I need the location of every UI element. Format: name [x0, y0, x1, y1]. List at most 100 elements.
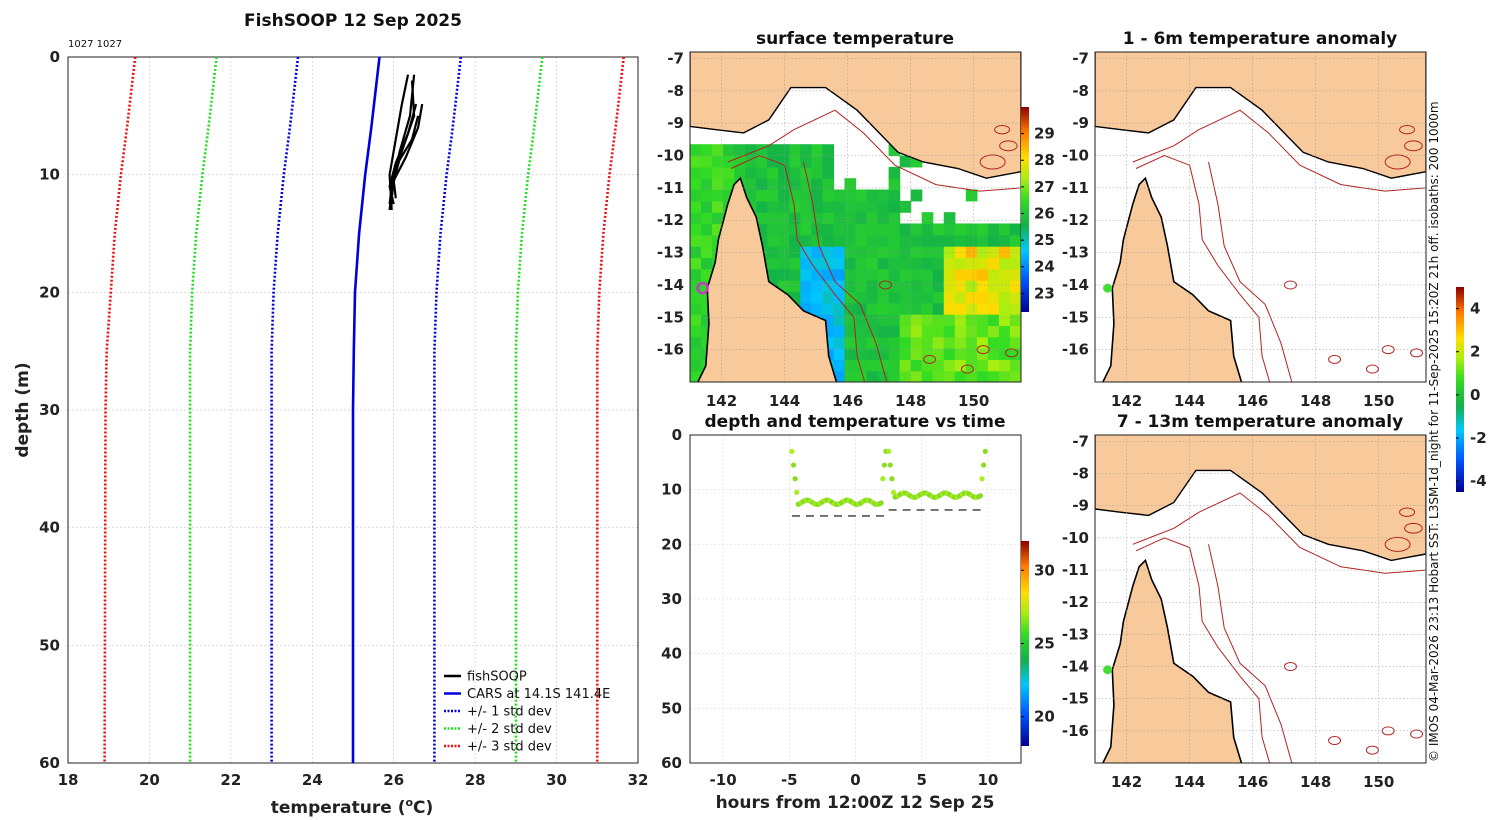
a1-isobath-2 [1208, 161, 1293, 382]
sst-cell [866, 200, 879, 213]
a1-xtick-150: 150 [1363, 392, 1394, 410]
sst-cell [899, 291, 912, 304]
sst-cell [701, 166, 713, 179]
sst-cell [844, 280, 857, 293]
series-line-2-upper [433, 56, 463, 763]
sst-xtick-146: 146 [832, 392, 863, 410]
sst-cell [866, 291, 879, 304]
sst-cell [789, 166, 801, 179]
sst-cell [701, 291, 713, 304]
dt-point [789, 448, 795, 454]
sst-cell [943, 336, 956, 349]
sst-xtick-142: 142 [706, 392, 737, 410]
sst-cell [976, 359, 989, 372]
sst-cell [811, 246, 823, 259]
sst-cell [877, 257, 890, 270]
sst-cell [976, 223, 989, 236]
sst-cell [1009, 348, 1021, 360]
a1-reef2-4 [1410, 348, 1424, 358]
sst-cell [811, 291, 823, 304]
sst-cell [888, 336, 901, 349]
sst-cell [855, 291, 868, 304]
sst-cell [888, 166, 901, 179]
sst-cell [921, 359, 934, 372]
an-cb-label--4: -4 [1470, 472, 1487, 490]
sst-cell [690, 314, 702, 326]
sst-cell [899, 223, 912, 236]
sst-cell [701, 200, 713, 213]
dt-point [977, 493, 983, 499]
sst-cell [943, 234, 956, 247]
sst-cell [778, 223, 790, 236]
sst-cell [690, 257, 702, 270]
sst-cell [844, 178, 857, 191]
sst-reef-0 [979, 154, 1006, 170]
sst-cell [888, 370, 901, 382]
a1-xtick-142: 142 [1111, 392, 1142, 410]
sst-cell [987, 302, 1000, 315]
sst-cell [855, 189, 868, 202]
sst-cell [866, 268, 879, 281]
sst-cell [756, 212, 768, 225]
sst-cell [690, 291, 702, 304]
sst-cell [855, 336, 868, 349]
sst-cell [943, 314, 956, 326]
a2-xtick-142: 142 [1111, 773, 1142, 791]
sst-cell [701, 302, 713, 315]
sst-cell [789, 246, 801, 259]
sst-cell [723, 178, 735, 191]
sst-cell [778, 155, 790, 168]
sst-cell [987, 370, 1000, 382]
sst-cell [789, 189, 801, 202]
sst-cell [690, 189, 702, 202]
anomaly-1-6m-ticks: 142 144 146 148 150 -7 -8 -9 -10 -11 -12 -13 -14 -15 -… [1062, 49, 1394, 410]
sst-cell [844, 370, 857, 382]
sst-cell [800, 155, 812, 168]
sst-cell [833, 189, 846, 202]
sst-cell [899, 268, 912, 281]
sst-cell [910, 314, 923, 326]
profile-xtick-20: 20 [139, 771, 160, 789]
sst-cell [712, 212, 724, 225]
sst-cell [932, 223, 945, 236]
sst-cell [976, 268, 989, 281]
sst-cell [877, 359, 890, 372]
sst-isobath-1 [730, 154, 866, 382]
sst-cell [1009, 359, 1021, 372]
sst-cell [822, 155, 835, 168]
sst-cell [921, 246, 934, 259]
sst-ytick--9: -9 [667, 114, 684, 132]
sst-cell [954, 234, 967, 247]
sst-cb-label-27: 27 [1034, 178, 1055, 196]
sst-cell [855, 302, 868, 315]
sst-cell [954, 359, 967, 372]
sst-cell [1009, 325, 1021, 338]
sst-cell [954, 348, 967, 360]
sst-cell [701, 144, 713, 157]
sst-cell [998, 370, 1011, 382]
a2-isobath-0 [1132, 492, 1426, 574]
anomaly-1-6m-grid [1095, 52, 1426, 382]
an-cb-label-0: 0 [1470, 386, 1480, 404]
sst-cell [789, 268, 801, 281]
profile-xtick-24: 24 [302, 771, 323, 789]
sst-ytick--11: -11 [657, 179, 684, 197]
sst-cell [789, 280, 801, 293]
a1-xtick-146: 146 [1237, 392, 1268, 410]
series-line-4-upper [595, 56, 625, 763]
sst-cell [866, 246, 879, 259]
sst-cell [789, 178, 801, 191]
sst-cell [998, 291, 1011, 304]
sst-cell [745, 155, 757, 168]
sst-cell [921, 325, 934, 338]
sst-ytick--8: -8 [667, 82, 684, 100]
sst-ytick--12: -12 [657, 211, 684, 229]
sst-cell [822, 144, 835, 157]
sst-cell [712, 144, 724, 157]
sst-cell [910, 325, 923, 338]
sst-cell [767, 155, 779, 168]
sst-cell [965, 257, 978, 270]
sst-cell [811, 212, 823, 225]
sst-cell [778, 178, 790, 191]
an-cb-label-4: 4 [1470, 300, 1480, 318]
